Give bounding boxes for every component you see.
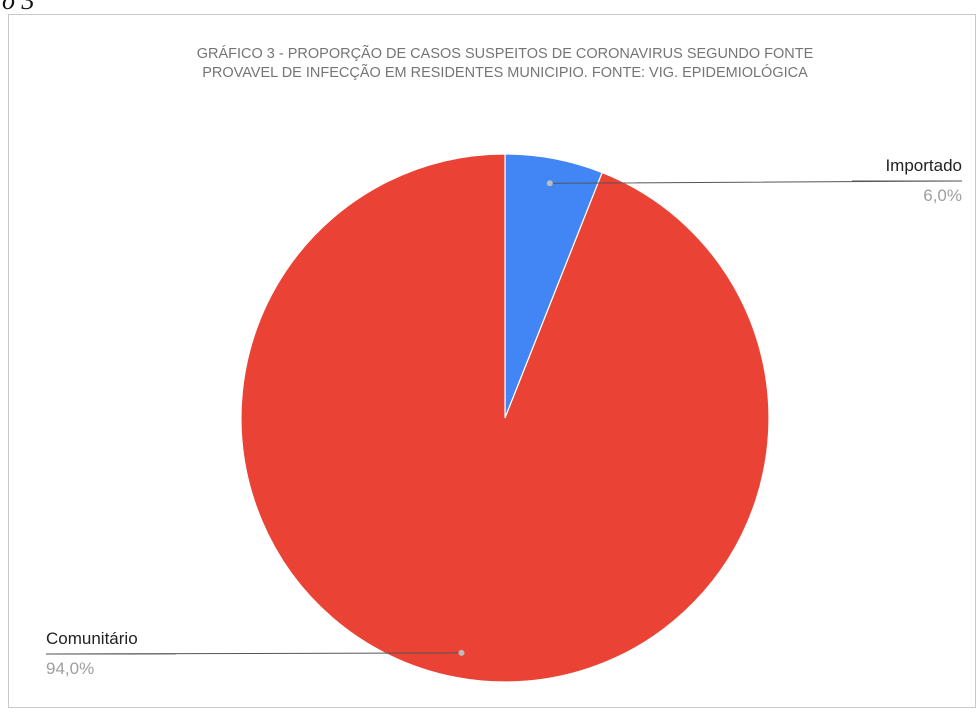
slice-label-importado: Importado 6,0% — [885, 156, 962, 205]
leader-anchor-dot — [458, 649, 465, 656]
slice-label-percent: 94,0% — [46, 659, 94, 678]
leader-line — [549, 180, 963, 184]
slice-label-name: Comunitário — [46, 629, 138, 648]
page-header-fragment: o 3 — [0, 0, 980, 14]
slice-label-name: Importado — [885, 156, 962, 175]
chart-title-line-1: GRÁFICO 3 - PROPORÇÃO DE CASOS SUSPEITOS… — [197, 45, 814, 62]
chart-title-line-2: PROVAVEL DE INFECÇÃO EM RESIDENTES MUNIC… — [202, 64, 808, 81]
chart-title: GRÁFICO 3 - PROPORÇÃO DE CASOS SUSPEITOS… — [197, 45, 814, 81]
label-leaders — [45, 180, 963, 656]
pie-slices — [240, 153, 770, 683]
leader-anchor-dot — [546, 180, 553, 187]
pie-slice-comunitario — [240, 153, 770, 683]
header-fragment-text: o 3 — [2, 0, 35, 14]
slice-label-comunitario: Comunitário 94,0% — [46, 629, 138, 678]
slice-label-percent: 6,0% — [923, 186, 962, 205]
leader-line — [45, 652, 462, 655]
